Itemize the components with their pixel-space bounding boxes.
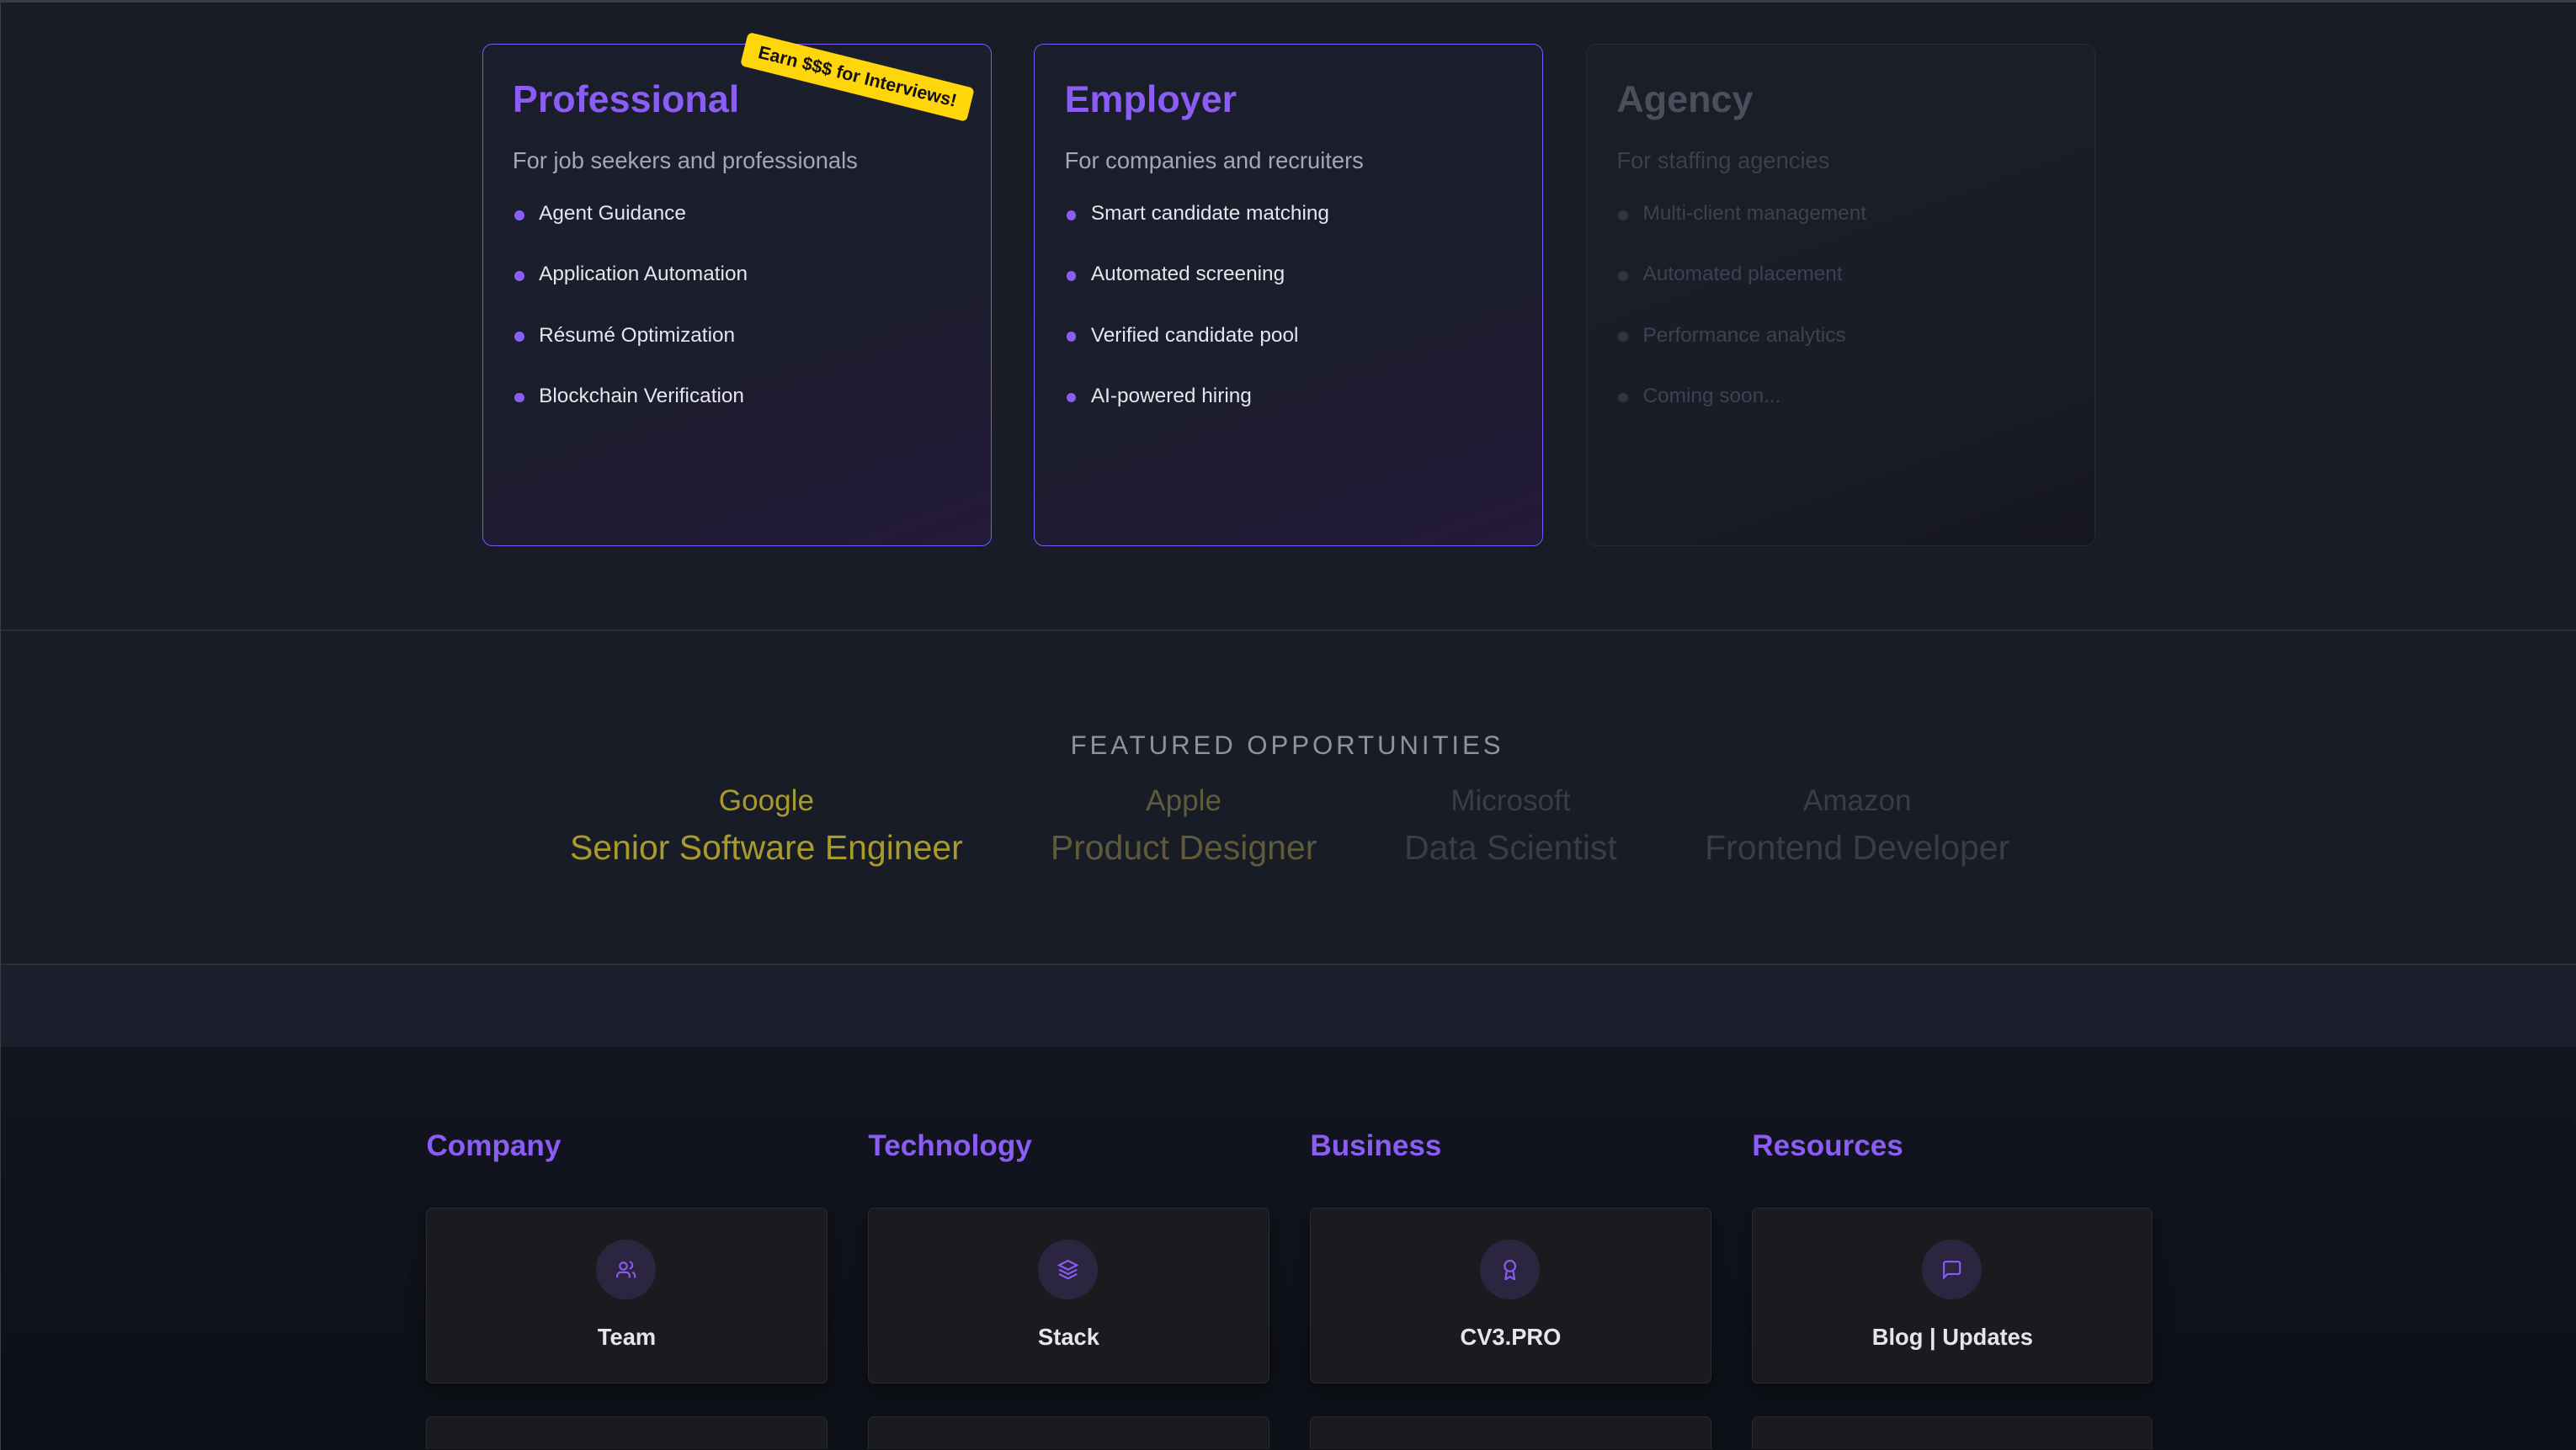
feature-label: Blockchain Verification	[539, 384, 744, 407]
bullet-icon	[1066, 392, 1077, 403]
footer-card-label: Blog | Updates	[1871, 1323, 2033, 1350]
feature-item: Performance analytics	[1616, 324, 2065, 385]
footer-card-team[interactable]: Team	[426, 1208, 828, 1384]
job-role: Senior Software Engineer	[569, 827, 963, 867]
spacer-band	[1, 964, 2576, 1048]
award-icon	[1480, 1240, 1540, 1299]
bullet-icon	[514, 210, 524, 220]
feature-label: Performance analytics	[1642, 323, 1846, 347]
feature-item: Coming soon...	[1616, 385, 2065, 445]
bullet-icon	[1618, 210, 1628, 220]
feature-label: AI-powered hiring	[1090, 384, 1252, 407]
users-icon	[596, 1240, 656, 1299]
footer-card[interactable]	[426, 1416, 828, 1450]
feature-label: Verified candidate pool	[1090, 323, 1299, 347]
feature-label: Smart candidate matching	[1090, 202, 1329, 226]
job-google[interactable]: Google Senior Software Engineer	[570, 784, 963, 868]
feature-item: Blockchain Verification	[513, 385, 961, 445]
feature-label: Résumé Optimization	[539, 323, 736, 347]
feature-label: Multi-client management	[1642, 202, 1867, 226]
bullet-icon	[514, 332, 524, 343]
bullet-icon	[1066, 332, 1077, 343]
bullet-icon	[1066, 271, 1077, 281]
bullet-icon	[514, 392, 524, 403]
plan-card-professional[interactable]: Professional For job seekers and profess…	[482, 43, 992, 546]
plan-card-employer[interactable]: Employer For companies and recruiters Sm…	[1034, 43, 1544, 546]
footer-heading: Technology	[868, 1129, 1032, 1162]
footer-card-label: Team	[597, 1323, 657, 1350]
footer-card-label: Stack	[1038, 1323, 1099, 1350]
feature-label: Coming soon...	[1642, 384, 1781, 407]
feature-label: Agent Guidance	[539, 202, 686, 226]
bullet-icon	[514, 271, 524, 281]
footer-card-stack[interactable]: Stack	[868, 1208, 1269, 1384]
plan-card-agency: Agency For staffing agencies Multi-clien…	[1586, 43, 2096, 546]
footer-card[interactable]	[868, 1416, 1269, 1450]
footer-column-company: Company Team	[426, 1129, 828, 1450]
feature-item: Résumé Optimization	[513, 324, 961, 385]
footer-card[interactable]	[1310, 1416, 1711, 1450]
feature-item: Automated placement	[1616, 263, 2065, 323]
plan-subtitle: For staffing agencies	[1616, 147, 1830, 174]
plan-title: Employer	[1064, 77, 1237, 120]
feature-item: Agent Guidance	[513, 202, 961, 263]
bullet-icon	[1066, 210, 1077, 220]
feature-item: Verified candidate pool	[1065, 324, 1514, 385]
feature-label: Automated screening	[1090, 263, 1285, 286]
job-company: Apple	[1146, 783, 1221, 817]
footer-heading: Resources	[1752, 1129, 1903, 1162]
feature-item: Smart candidate matching	[1065, 202, 1514, 263]
feature-item: Multi-client management	[1616, 202, 2065, 263]
bullet-icon	[1618, 271, 1628, 281]
footer-column-business: Business CV3.PRO	[1310, 1129, 1711, 1450]
job-role: Data Scientist	[1404, 827, 1617, 867]
message-square-icon	[1922, 1240, 1982, 1299]
job-company: Google	[718, 783, 814, 817]
job-role: Frontend Developer	[1705, 827, 2010, 867]
footer-heading: Business	[1310, 1129, 1442, 1162]
plan-title: Professional	[512, 77, 740, 120]
job-company: Amazon	[1802, 783, 1912, 817]
feature-item: Application Automation	[513, 263, 961, 323]
section-divider	[1, 963, 2576, 965]
plan-subtitle: For companies and recruiters	[1064, 147, 1364, 174]
feature-item: AI-powered hiring	[1065, 385, 1514, 445]
footer: Company Team Technology Stack Business	[1, 1047, 2576, 1450]
section-divider	[1, 629, 2576, 632]
footer-card-label: CV3.PRO	[1460, 1323, 1562, 1350]
job-microsoft[interactable]: Microsoft Data Scientist	[1404, 784, 1617, 868]
footer-card[interactable]	[1752, 1416, 2153, 1450]
job-role: Product Designer	[1050, 827, 1317, 867]
bullet-icon	[1618, 392, 1628, 403]
footer-card-blog[interactable]: Blog | Updates	[1752, 1208, 2153, 1384]
job-apple[interactable]: Apple Product Designer	[1051, 784, 1317, 868]
feature-item: Automated screening	[1065, 263, 1514, 323]
feature-label: Automated placement	[1642, 263, 1843, 286]
bullet-icon	[1618, 332, 1628, 343]
featured-title: FEATURED OPPORTUNITIES	[1070, 730, 1504, 760]
job-company: Microsoft	[1450, 783, 1571, 817]
footer-card-cv3pro[interactable]: CV3.PRO	[1310, 1208, 1711, 1384]
layers-icon	[1038, 1240, 1098, 1299]
job-amazon[interactable]: Amazon Frontend Developer	[1705, 784, 2009, 868]
plan-title: Agency	[1616, 77, 1754, 120]
feature-label: Application Automation	[539, 263, 748, 286]
footer-column-technology: Technology Stack	[868, 1129, 1269, 1450]
footer-heading: Company	[426, 1129, 562, 1162]
footer-column-resources: Resources Blog | Updates	[1752, 1129, 2153, 1450]
plan-subtitle: For job seekers and professionals	[512, 147, 858, 174]
